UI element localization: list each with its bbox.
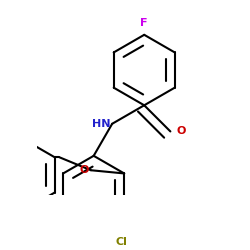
Text: O: O [177,126,186,136]
Text: F: F [140,18,148,28]
Text: HN: HN [92,119,110,129]
Text: O: O [80,165,89,175]
Text: Cl: Cl [116,237,128,247]
